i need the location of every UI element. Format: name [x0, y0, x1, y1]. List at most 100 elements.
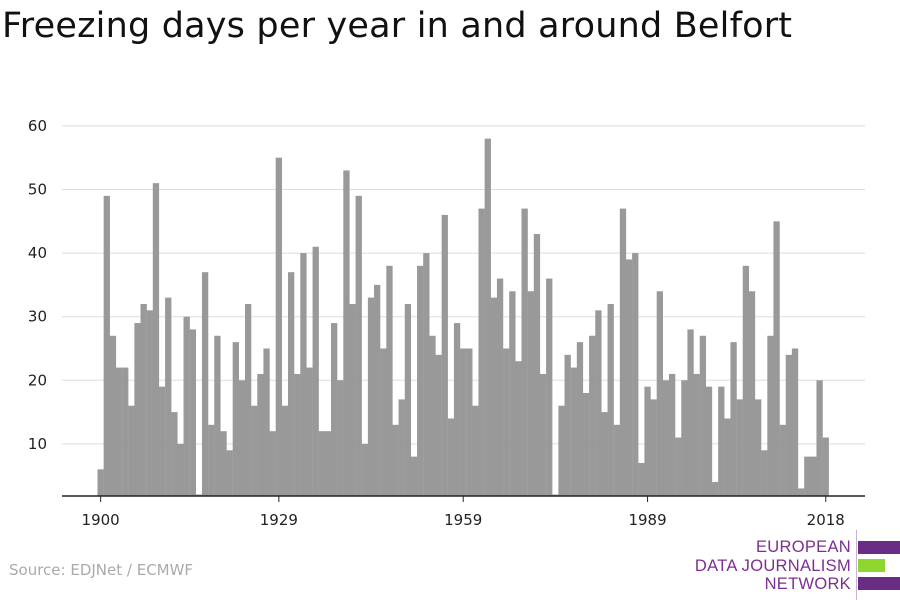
bar-1941	[349, 303, 356, 496]
bar-1926	[257, 373, 264, 496]
bar-1946	[380, 348, 387, 496]
logo-bar-purple-bottom	[858, 577, 900, 590]
logo-bar-green	[858, 559, 885, 572]
bar-1930	[281, 405, 289, 496]
bar-1983	[607, 303, 614, 496]
bar-1980	[589, 335, 596, 496]
bars	[97, 138, 829, 497]
y-tick-label-30: 30	[28, 308, 47, 326]
bar-2008	[761, 450, 768, 496]
bar-1987	[632, 253, 639, 496]
bar-1904	[122, 367, 129, 496]
bar-1949	[398, 399, 405, 496]
bar-1977	[570, 367, 577, 496]
bar-1953	[423, 253, 430, 496]
y-axis-labels: 10 20 30 40 50 60	[28, 117, 47, 453]
bar-1982	[601, 412, 608, 496]
x-tick-label-1900: 1900	[82, 511, 120, 529]
bar-1971	[533, 234, 541, 496]
bar-2006	[748, 291, 756, 496]
bar-1934	[306, 367, 313, 496]
bar-1981	[595, 310, 602, 496]
bar-1920	[220, 431, 227, 496]
bar-1903	[115, 367, 123, 496]
logo-bar-purple-top	[858, 541, 900, 554]
bar-1986	[625, 259, 633, 496]
x-tick-label-2018: 2018	[807, 511, 845, 529]
bar-2001	[718, 386, 725, 496]
bar-1990	[650, 399, 657, 496]
bar-1989	[644, 386, 651, 496]
bar-2012	[785, 354, 793, 496]
bar-1923	[238, 380, 246, 496]
bar-2017	[816, 380, 823, 496]
y-tick-label-50: 50	[28, 181, 47, 199]
bar-2002	[724, 418, 731, 496]
bar-1925	[251, 405, 258, 496]
bar-1998	[699, 335, 707, 496]
bar-1902	[109, 335, 117, 496]
bar-1921	[226, 450, 233, 496]
bar-2016	[810, 456, 817, 496]
bar-1957	[447, 418, 455, 496]
bar-1962	[478, 208, 485, 496]
bar-1908	[146, 310, 153, 496]
bar-1940	[343, 170, 350, 497]
bar-1967	[509, 291, 516, 496]
bar-1936	[318, 431, 326, 496]
chart-title: Freezing days per year in and around Bel…	[2, 6, 793, 46]
bar-1919	[214, 335, 221, 496]
bar-1937	[324, 431, 332, 496]
bar-1963	[484, 138, 491, 496]
bar-1984	[613, 424, 620, 496]
logo-text-line-2: DATA JOURNALISM	[694, 557, 851, 575]
bar-1959	[460, 348, 467, 496]
bar-1954	[429, 335, 436, 496]
bar-2011	[779, 424, 786, 496]
bar-1935	[312, 246, 319, 496]
bar-2018	[822, 437, 829, 496]
bar-2015	[804, 456, 811, 496]
logo-text-line-1: EUROPEAN	[755, 538, 851, 556]
bar-1948	[392, 424, 399, 496]
bar-2010	[773, 221, 780, 497]
logo-text-line-3: NETWORK	[764, 575, 851, 593]
bar-1969	[521, 208, 528, 496]
source-note: Source: EDJNet / ECMWF	[9, 561, 194, 579]
y-tick-label-60: 60	[28, 117, 47, 135]
bar-1911	[165, 297, 172, 496]
bar-1938	[331, 323, 338, 496]
bar-1950	[404, 303, 412, 496]
bar-1975	[558, 405, 565, 496]
bar-1944	[367, 297, 375, 496]
bar-1942	[355, 195, 362, 497]
bar-2003	[730, 342, 737, 496]
bar-1929	[275, 157, 283, 496]
bar-1993	[668, 373, 676, 496]
bar-2007	[755, 399, 762, 496]
bar-1997	[693, 373, 700, 496]
bar-1906	[134, 323, 141, 496]
bar-1991	[656, 291, 663, 496]
bar-1931	[287, 272, 295, 496]
bar-1910	[158, 386, 166, 496]
bar-1909	[152, 183, 160, 496]
bar-1933	[300, 253, 307, 496]
bar-1945	[374, 284, 381, 496]
bar-1964	[490, 297, 498, 496]
bar-1913	[177, 443, 184, 496]
bar-1915	[189, 329, 196, 496]
edjnet-logo: EUROPEAN DATA JOURNALISM NETWORK	[695, 530, 900, 600]
bar-1955	[435, 354, 442, 496]
bar-2004	[736, 399, 743, 496]
x-tick-label-1929: 1929	[260, 511, 298, 529]
bar-1970	[527, 291, 534, 496]
bar-1966	[503, 348, 510, 496]
bar-1988	[638, 462, 645, 496]
bar-1992	[662, 380, 670, 496]
bar-1958	[453, 323, 461, 496]
bar-2013	[791, 348, 799, 496]
bar-1976	[564, 354, 571, 496]
bar-1973	[546, 278, 553, 496]
